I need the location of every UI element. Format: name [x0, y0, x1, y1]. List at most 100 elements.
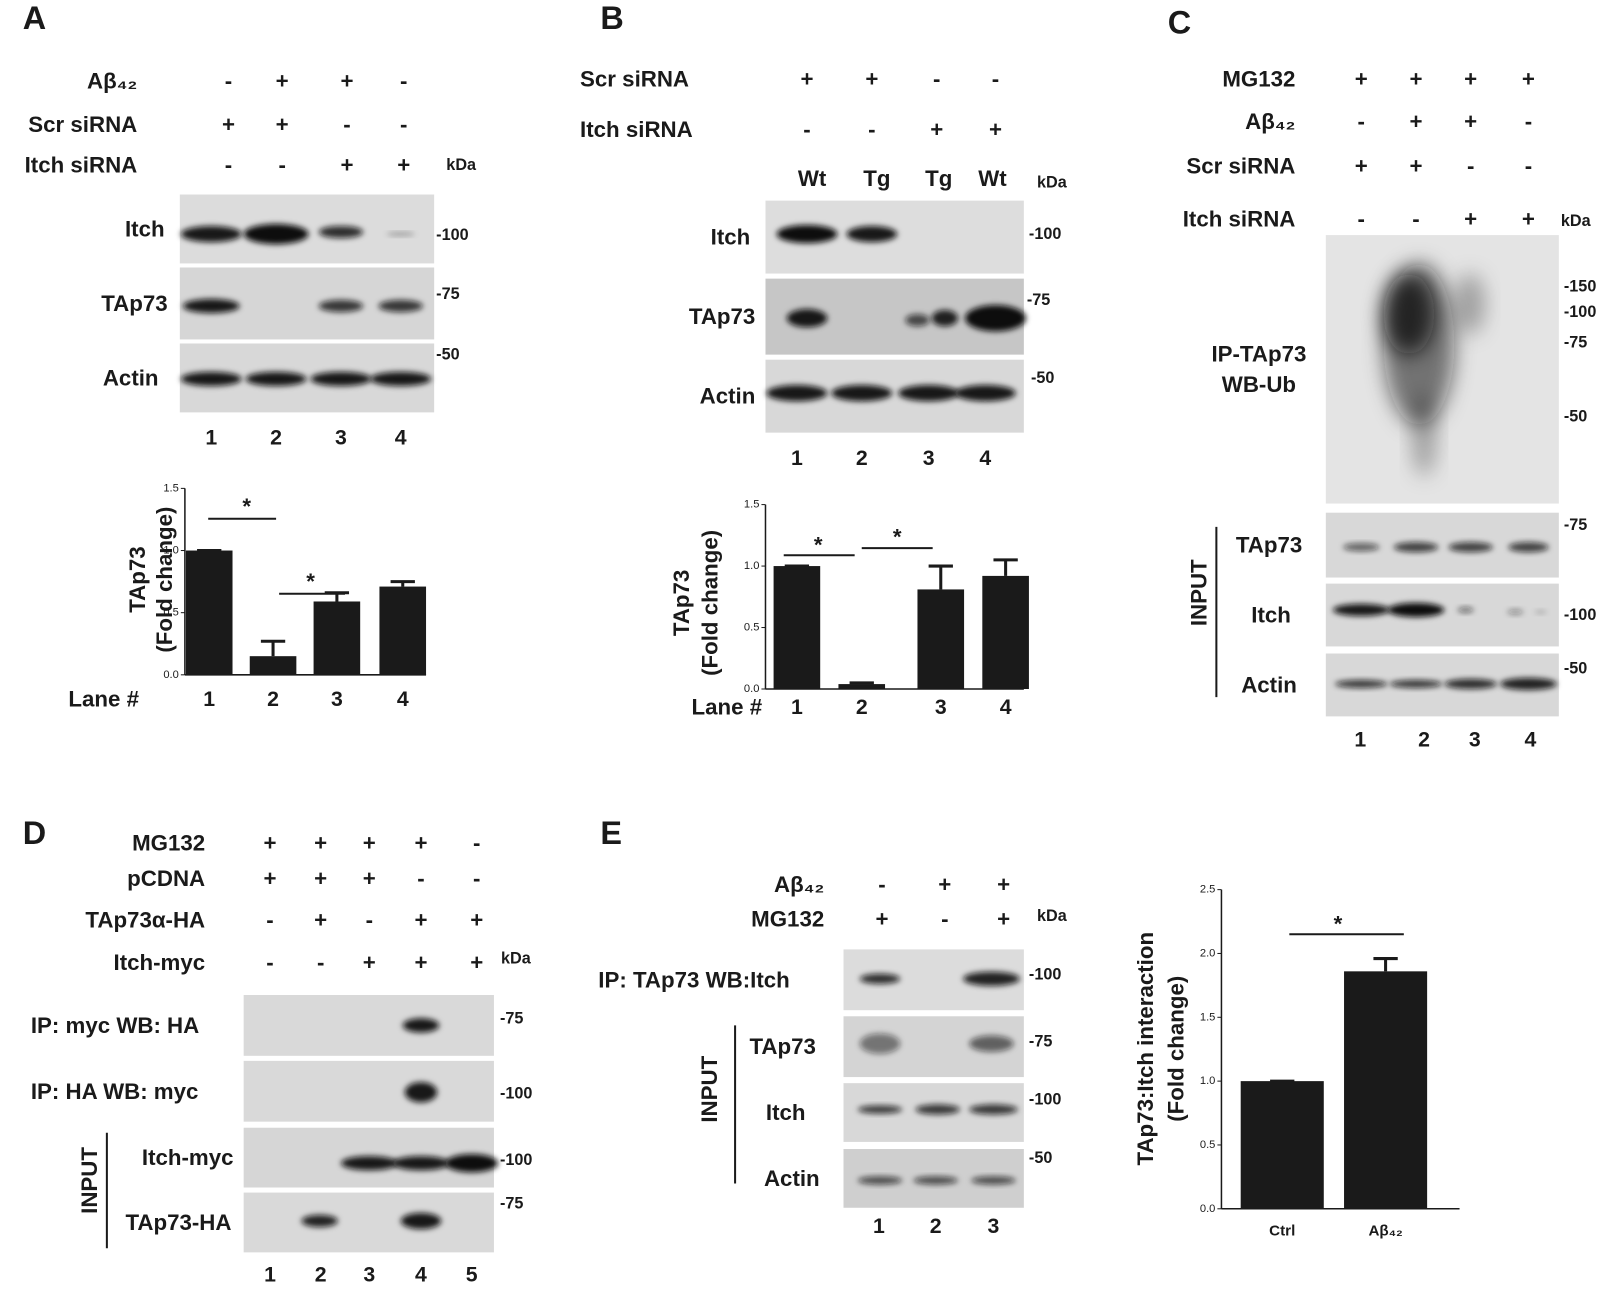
band [1332, 603, 1390, 617]
condition-label: MG132 [1222, 67, 1295, 92]
lane-number: 2 [315, 1263, 327, 1287]
x-tick-label: 4 [397, 687, 409, 711]
band [1393, 542, 1439, 553]
lane-header: Tg [863, 166, 890, 191]
condition-mark: + [414, 908, 427, 933]
blot-label: IP: HA WB: myc [31, 1079, 199, 1104]
condition-label: Itch siRNA [1183, 206, 1296, 231]
lane-number: 3 [988, 1214, 1000, 1238]
condition-mark: - [1525, 109, 1532, 134]
condition-mark: + [414, 831, 427, 856]
condition-label: Aβ₄₂ [87, 69, 137, 94]
blot-label: TAp73 [749, 1034, 815, 1059]
kda-label: kDa [446, 156, 477, 174]
mw-marker: -75 [500, 1009, 523, 1027]
condition-mark: - [1412, 206, 1419, 231]
condition-mark: + [363, 831, 376, 856]
condition-mark: + [414, 950, 427, 975]
x-tick-label: Aβ₄₂ [1368, 1223, 1402, 1240]
condition-mark: - [317, 950, 324, 975]
condition-mark: - [266, 908, 273, 933]
band [963, 971, 1020, 986]
blot-label: IP: TAp73 WB:Itch [598, 967, 789, 992]
mw-marker: -100 [1564, 606, 1596, 624]
band [859, 1033, 901, 1054]
band [1389, 679, 1443, 688]
bar [773, 566, 821, 690]
condition-label: Itch siRNA [580, 117, 693, 142]
band [971, 1176, 1016, 1185]
mw-marker: -50 [1029, 1149, 1052, 1167]
band [898, 385, 960, 402]
x-tick-label: 3 [331, 687, 343, 711]
condition-mark: - [225, 69, 232, 94]
band [386, 232, 415, 237]
blot-label: TAp73 [1236, 533, 1302, 558]
mw-marker: -75 [436, 285, 459, 303]
mw-marker: -75 [1564, 333, 1587, 351]
condition-mark: + [264, 866, 277, 891]
condition-mark: - [366, 908, 373, 933]
y-tick-label: 0.0 [163, 669, 178, 681]
blot [243, 1192, 494, 1253]
condition-mark: + [1464, 67, 1477, 92]
panel-letter: E [600, 815, 622, 851]
bar [838, 684, 886, 690]
condition-label: Scr siRNA [1186, 154, 1295, 179]
band [180, 225, 242, 243]
blot-label: Actin [103, 365, 159, 390]
y-axis-label: TAp73:Itch interaction [1133, 932, 1158, 1166]
lane-header: Wt [978, 166, 1007, 191]
panel-letter: B [600, 0, 623, 36]
blot-label: Itch [1251, 603, 1291, 628]
lane-number: 1 [1354, 728, 1366, 752]
condition-mark: + [314, 908, 327, 933]
band [1507, 608, 1524, 616]
condition-mark: - [473, 866, 480, 891]
blot-label: Actin [700, 384, 756, 409]
condition-mark: + [341, 153, 354, 178]
lane-number: 1 [873, 1214, 885, 1238]
input-label: INPUT [697, 1055, 722, 1122]
band [370, 371, 432, 387]
condition-mark: + [276, 69, 289, 94]
band [318, 225, 364, 239]
panel-letter: A [23, 0, 46, 36]
mw-marker: -50 [1031, 369, 1054, 387]
blot-label: Itch [766, 1100, 806, 1125]
mw-marker: -50 [1564, 407, 1587, 425]
bar [379, 586, 427, 675]
condition-mark: + [470, 908, 483, 933]
band [340, 1156, 398, 1171]
bar [917, 589, 965, 690]
condition-label: MG132 [751, 907, 824, 932]
y-axis-label: (Fold change) [1163, 976, 1188, 1122]
band [378, 299, 424, 313]
lane-number: 4 [1525, 728, 1537, 752]
condition-mark: + [989, 117, 1002, 142]
x-axis-label: Lane # [692, 695, 763, 720]
lane-number: 4 [415, 1263, 427, 1287]
panel-letter: C [1168, 4, 1191, 40]
band [969, 1035, 1014, 1052]
mw-marker: -100 [500, 1084, 532, 1102]
condition-label: TAp73α-HA [85, 908, 205, 933]
y-axis-label: (Fold change) [697, 530, 722, 676]
band [182, 298, 240, 314]
condition-mark: + [875, 907, 888, 932]
band [786, 309, 828, 328]
blot [243, 995, 494, 1056]
y-tick-label: 1.0 [744, 560, 759, 572]
significance-mark: * [814, 533, 823, 558]
lane-number: 2 [856, 446, 868, 470]
band [318, 299, 364, 313]
blot-label: IP: myc WB: HA [31, 1013, 199, 1038]
blot [243, 1060, 494, 1122]
condition-mark: + [276, 112, 289, 137]
condition-mark: + [363, 866, 376, 891]
blot-label: WB-Ub [1222, 372, 1296, 397]
mw-marker: -50 [436, 346, 459, 364]
significance-mark: * [306, 569, 315, 594]
condition-mark: + [865, 67, 878, 92]
condition-mark: + [397, 153, 410, 178]
